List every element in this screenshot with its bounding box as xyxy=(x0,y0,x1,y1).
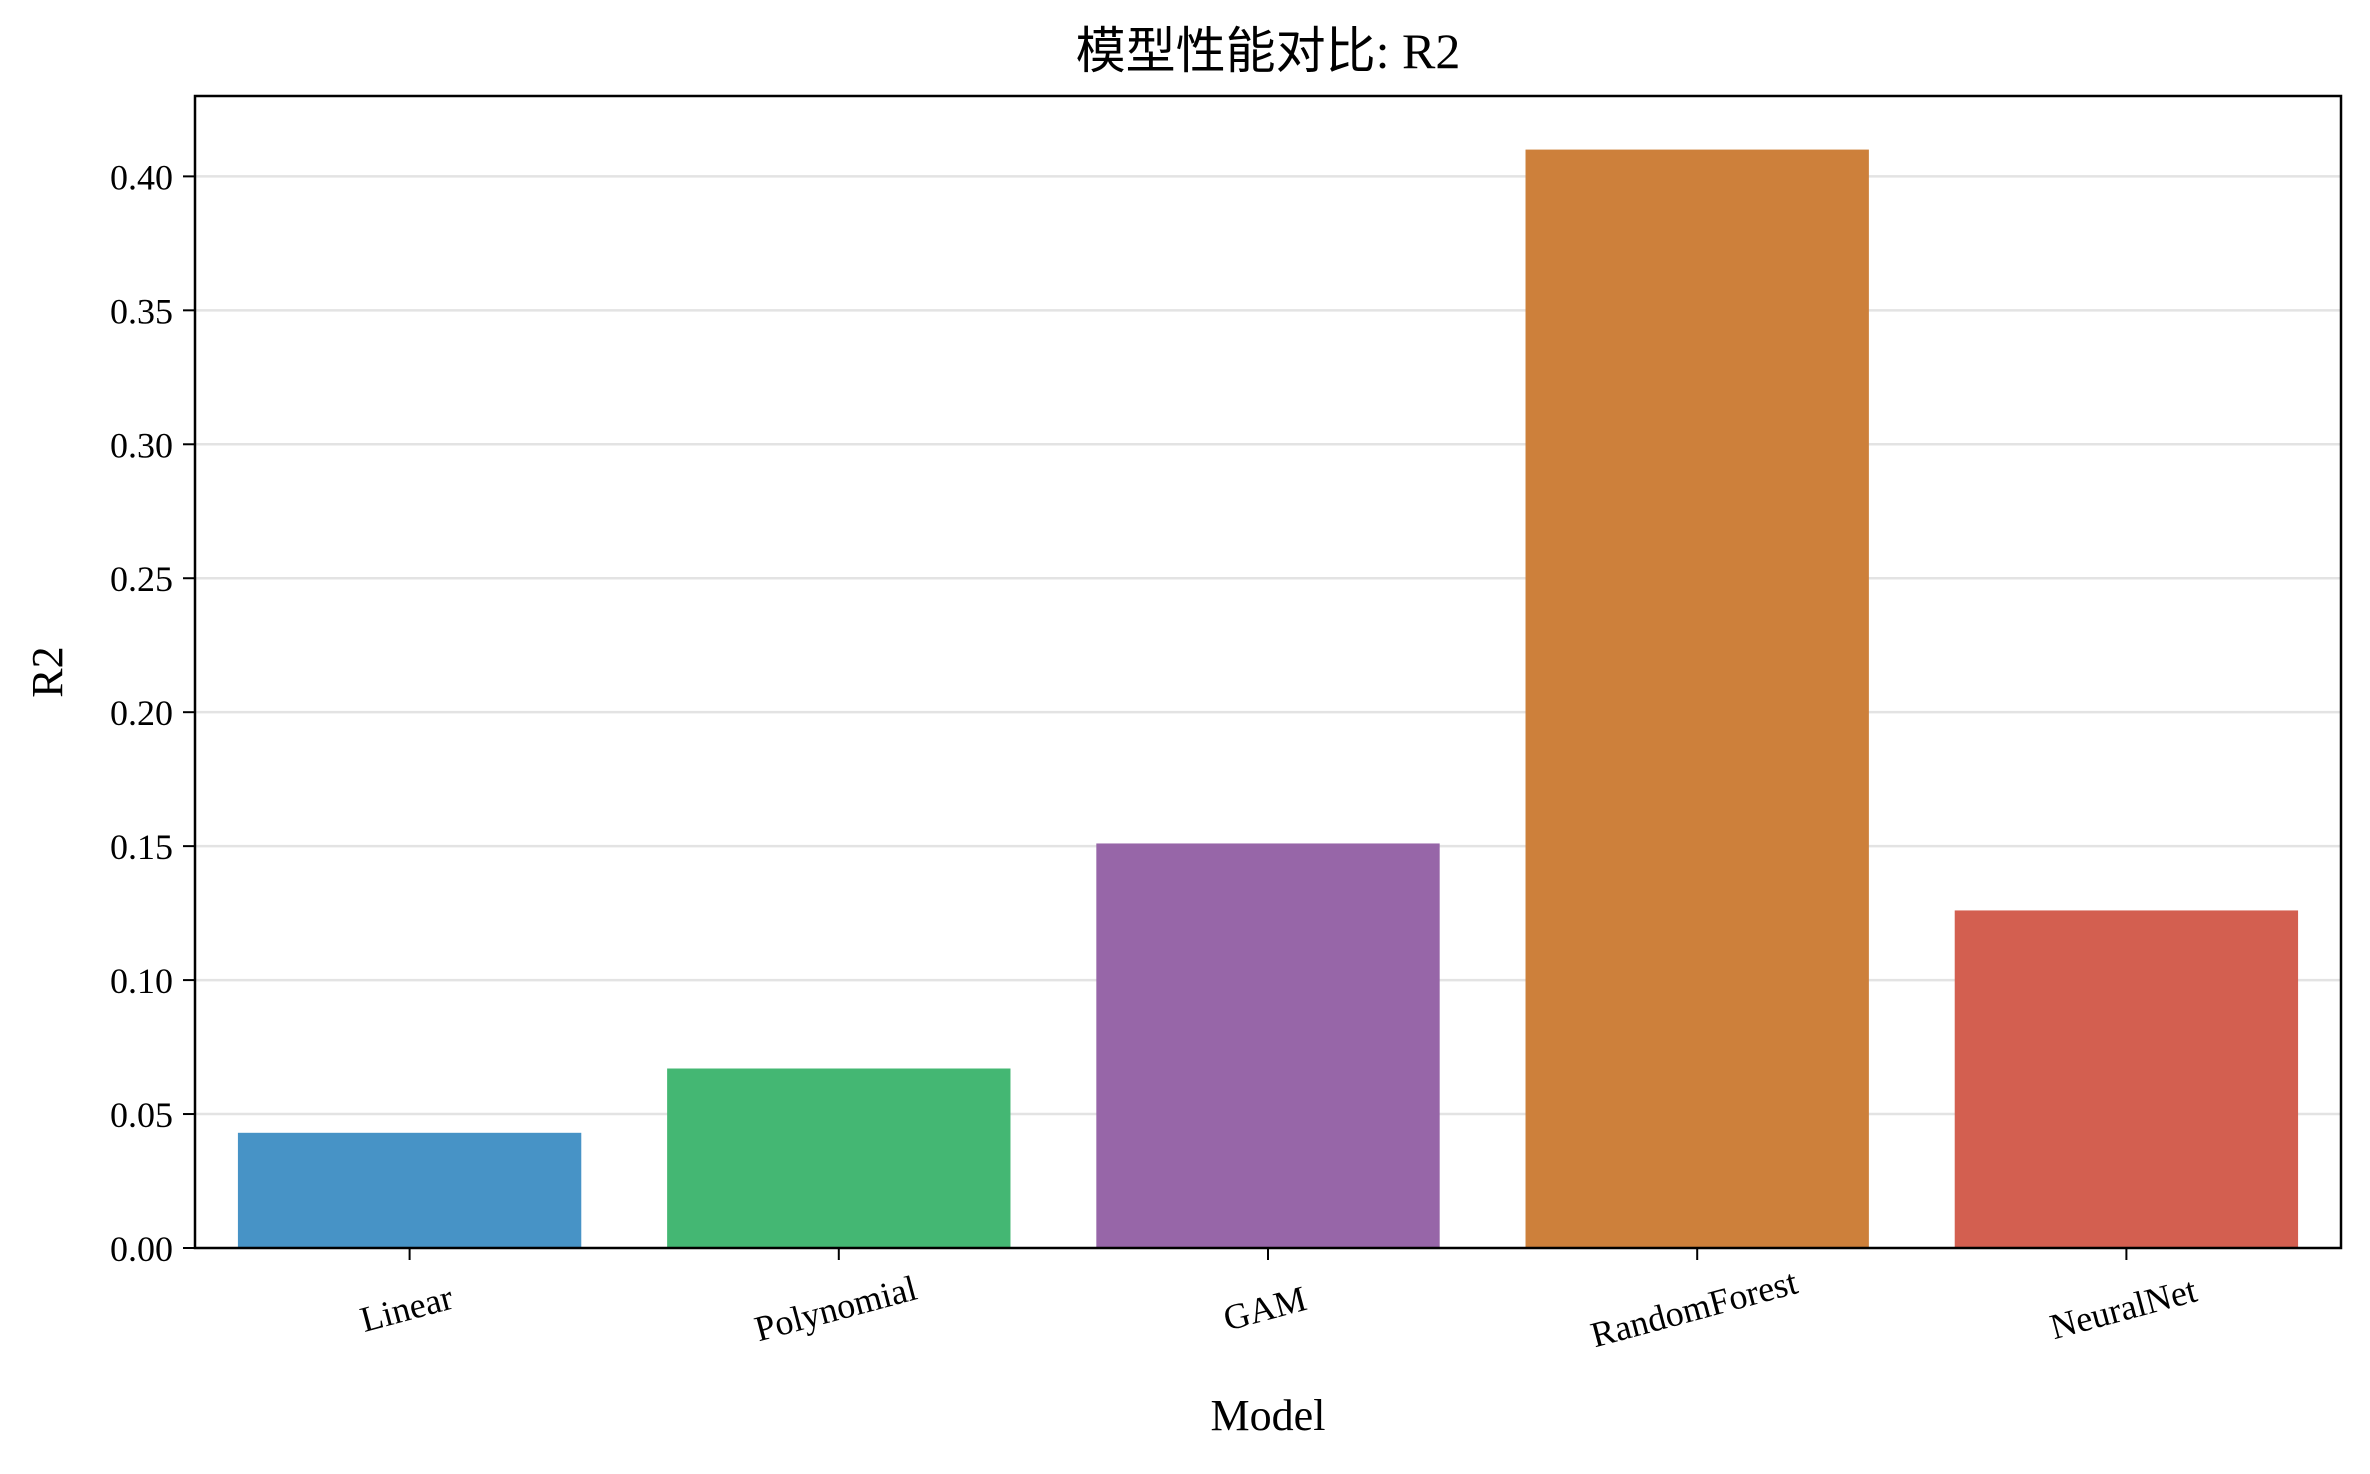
y-axis-label: R2 xyxy=(23,646,72,697)
x-axis-label: Model xyxy=(1211,1391,1326,1440)
y-tick-label: 0.20 xyxy=(110,693,173,733)
bars xyxy=(237,149,2299,1248)
bar-randomforest xyxy=(1525,149,1869,1248)
y-tick-label: 0.00 xyxy=(110,1229,173,1269)
y-tick-label: 0.05 xyxy=(110,1095,173,1135)
y-tick-label: 0.35 xyxy=(110,291,173,331)
bar-gam xyxy=(1096,843,1440,1248)
chart-title: 模型性能对比: R2 xyxy=(1076,23,1461,79)
y-tick-label: 0.40 xyxy=(110,157,173,197)
y-tick-label: 0.30 xyxy=(110,425,173,465)
bar-neuralnet xyxy=(1954,910,2299,1248)
y-tick-label: 0.25 xyxy=(110,559,173,599)
bar-polynomial xyxy=(667,1068,1011,1248)
y-axis-ticks: 0.00 0.05 0.10 0.15 0.20 0.25 0.30 0.35 0.40 xyxy=(110,157,195,1269)
y-tick-label: 0.10 xyxy=(110,961,173,1001)
y-tick-label: 0.15 xyxy=(110,827,173,867)
bar-linear xyxy=(237,1132,582,1248)
